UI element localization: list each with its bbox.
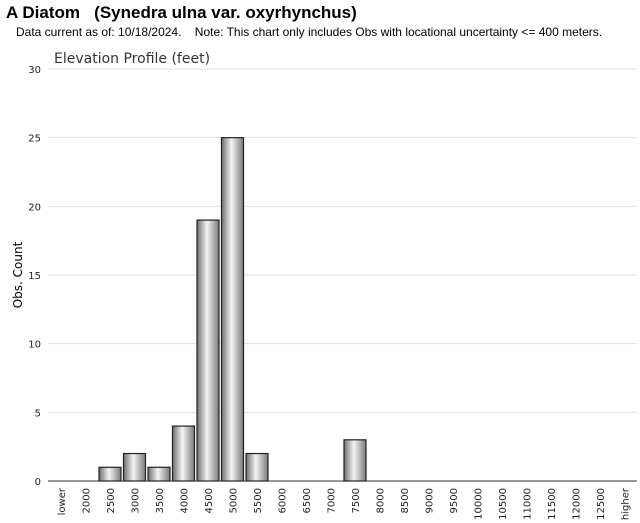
x-tick-label: 3500 [155, 488, 166, 513]
y-tick-label: 30 [28, 65, 41, 76]
x-tick-label: 8000 [376, 488, 387, 513]
x-tick-label: 3000 [131, 488, 142, 513]
bar-4000 [171, 425, 196, 482]
page-title: A Diatom (Synedra ulna var. oxyrhynchus) [6, 3, 357, 22]
x-tick-label: 7000 [327, 488, 338, 513]
x-tick-label: 11000 [523, 488, 534, 520]
x-tick-label: 5500 [253, 488, 264, 513]
x-tick-label: 6000 [278, 488, 289, 513]
y-tick-label: 20 [28, 202, 41, 213]
y-tick-label: 15 [28, 271, 41, 282]
x-tick-label: 2500 [106, 488, 117, 513]
y-tick-label: 25 [28, 134, 41, 145]
x-tick-label: 7500 [351, 488, 362, 513]
x-tick-label: 9500 [449, 488, 460, 513]
x-tick-label: 12500 [596, 488, 607, 520]
x-tick-label: higher [621, 487, 632, 520]
x-tick-label: 12000 [572, 488, 583, 520]
x-tick-label: 4000 [180, 488, 191, 513]
x-tick-label: 2000 [82, 488, 93, 513]
bar-5000 [220, 137, 245, 482]
y-tick-label: 10 [28, 340, 41, 351]
x-tick-label: 6500 [302, 488, 313, 513]
x-tick-label: 10000 [474, 488, 485, 520]
y-axis-label: Obs. Count [11, 241, 25, 308]
bar-3500 [147, 466, 171, 482]
bar-5500 [245, 452, 269, 482]
x-tick-label: 11500 [547, 488, 558, 520]
x-tick-label: 8500 [400, 488, 411, 513]
bar-3000 [122, 452, 147, 482]
x-tick-label: 4500 [204, 488, 215, 513]
x-tick-label: 10500 [498, 488, 509, 520]
x-tick-label: lower [57, 487, 68, 515]
bar-4500 [196, 219, 220, 482]
bar-7500 [343, 439, 367, 482]
y-tick-label: 5 [35, 408, 41, 419]
data-note: Data current as of: 10/18/2024. Note: Th… [16, 25, 603, 39]
y-tick-label: 0 [35, 477, 41, 488]
x-tick-label: 9000 [425, 488, 436, 513]
bar-2500 [98, 466, 122, 482]
chart-title: Elevation Profile (feet) [54, 51, 210, 67]
x-tick-label: 5000 [229, 488, 240, 513]
